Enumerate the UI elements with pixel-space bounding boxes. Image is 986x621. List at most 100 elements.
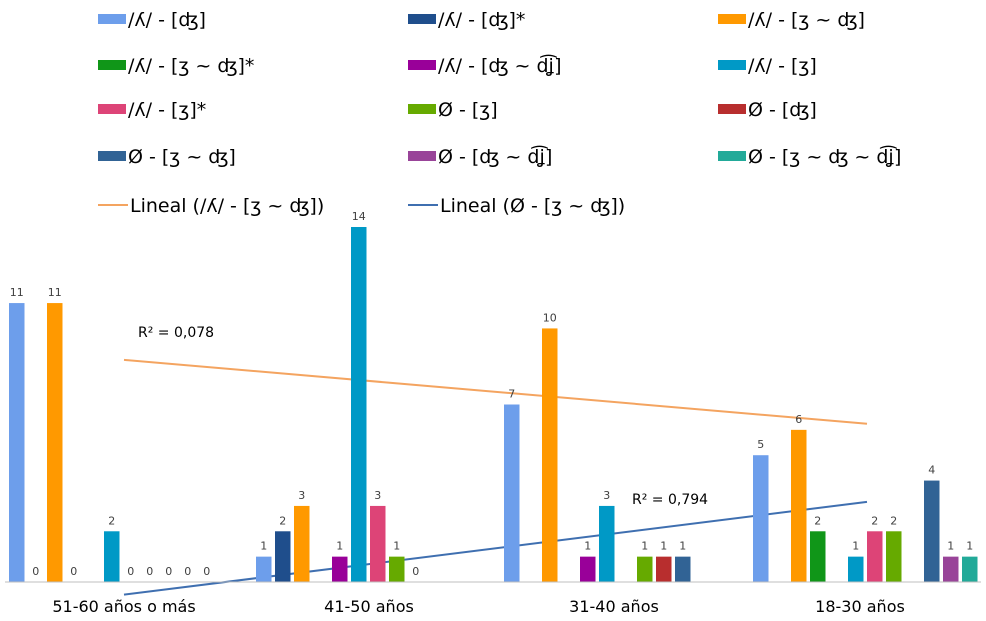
bar-value-label: 7 xyxy=(508,388,515,401)
legend-swatch xyxy=(408,104,436,114)
bar-value-label: 3 xyxy=(374,489,381,502)
bar xyxy=(867,531,883,582)
legend-item: /ʎ/ - [ʤ]* xyxy=(408,9,525,31)
bar xyxy=(924,480,940,582)
legend-swatch xyxy=(98,104,126,114)
bar xyxy=(943,556,959,582)
bar xyxy=(962,556,978,582)
bar-value-label: 1 xyxy=(947,540,954,553)
bar-value-label: 0 xyxy=(165,565,172,578)
legend-swatch xyxy=(408,151,436,161)
bar xyxy=(370,505,386,582)
bar-value-label: 5 xyxy=(757,438,764,451)
legend-label: Ø - [ʤ] xyxy=(748,99,817,121)
bar-value-label: 10 xyxy=(543,311,557,324)
legend-swatch xyxy=(98,151,126,161)
bar-value-label: 2 xyxy=(890,514,897,527)
legend-item: /ʎ/ - [ʤ ~ d͡ʝ] xyxy=(408,53,562,77)
legend-label: /ʎ/ - [ʒ]* xyxy=(128,99,206,121)
bar-value-label: 1 xyxy=(679,540,686,553)
legend-item: Lineal (/ʎ/ - [ʒ ~ ʤ]) xyxy=(98,195,324,217)
legend-item: /ʎ/ - [ʒ ~ ʤ] xyxy=(718,9,865,31)
bar xyxy=(599,505,615,582)
bar-value-label: 0 xyxy=(203,565,210,578)
category-label: 51-60 años o más xyxy=(52,597,195,616)
bar xyxy=(256,556,272,582)
bar xyxy=(504,404,520,582)
legend-label: /ʎ/ - [ʤ ~ d͡ʝ] xyxy=(438,53,562,77)
bar xyxy=(332,556,348,582)
trendlines xyxy=(123,358,868,596)
legend-label: /ʎ/ - [ʒ ~ ʤ] xyxy=(748,9,865,31)
legend-swatch xyxy=(718,14,746,24)
bar xyxy=(542,328,558,582)
legend-item: Ø - [ʤ] xyxy=(718,99,817,121)
bar-value-label: 6 xyxy=(795,413,802,426)
legend-item: /ʎ/ - [ʒ ~ ʤ]* xyxy=(98,55,254,77)
bar-value-label: 1 xyxy=(336,540,343,553)
legend-label: Ø - [ʒ] xyxy=(438,99,498,121)
legend-item: /ʎ/ - [ʒ]* xyxy=(98,99,206,121)
bar xyxy=(810,531,826,582)
legend-label: /ʎ/ - [ʒ ~ ʤ]* xyxy=(128,55,254,77)
legend-label: Lineal (Ø - [ʒ ~ ʤ]) xyxy=(440,195,625,217)
bar-value-label: 2 xyxy=(108,514,115,527)
bar-value-label: 3 xyxy=(603,489,610,502)
legend-label: Ø - [ʒ ~ ʤ ~ d͡ʝ] xyxy=(748,144,901,168)
bar xyxy=(47,303,63,582)
legend-item: Ø - [ʒ ~ ʤ] xyxy=(98,146,236,168)
bar-value-label: 14 xyxy=(352,210,366,223)
bar-value-label: 1 xyxy=(260,540,267,553)
bar-value-label: 1 xyxy=(393,540,400,553)
legend-label: Lineal (/ʎ/ - [ʒ ~ ʤ]) xyxy=(130,195,324,217)
bar xyxy=(886,531,902,582)
bar-value-label: 11 xyxy=(10,286,24,299)
legend-item: /ʎ/ - [ʤ] xyxy=(98,9,206,31)
bar-value-label: 1 xyxy=(852,540,859,553)
bar-value-label: 2 xyxy=(279,514,286,527)
bar xyxy=(791,429,807,582)
category-label: 31-40 años xyxy=(569,597,659,616)
bar xyxy=(580,556,596,582)
r2-labels: R² = 0,078 R² = 0,794 xyxy=(138,325,708,508)
bar xyxy=(104,531,120,582)
bar-value-label: 1 xyxy=(584,540,591,553)
bar-value-label: 0 xyxy=(412,565,419,578)
bar xyxy=(294,505,310,582)
legend-swatch xyxy=(718,104,746,114)
bar-value-label: 3 xyxy=(298,489,305,502)
legend-swatch xyxy=(718,60,746,70)
bar-value-label: 1 xyxy=(641,540,648,553)
legend-item: Ø - [ʒ ~ ʤ ~ d͡ʝ] xyxy=(718,144,901,168)
bar xyxy=(351,227,367,582)
bar-value-label: 0 xyxy=(32,565,39,578)
legend-item: Lineal (Ø - [ʒ ~ ʤ]) xyxy=(408,195,625,217)
legend-swatch xyxy=(98,14,126,24)
category-label: 18-30 años xyxy=(815,597,905,616)
bar-value-label: 11 xyxy=(48,286,62,299)
legend-label: Ø - [ʤ ~ d͡ʝ] xyxy=(438,144,552,168)
bar-value-label: 1 xyxy=(966,540,973,553)
legend-label: /ʎ/ - [ʒ] xyxy=(748,55,817,77)
legend-item: /ʎ/ - [ʒ] xyxy=(718,55,817,77)
bar-value-label: 4 xyxy=(928,464,935,477)
bar-value-label: 2 xyxy=(871,514,878,527)
trendline xyxy=(123,500,868,596)
legend-label: /ʎ/ - [ʤ]* xyxy=(438,9,525,31)
r2-label: R² = 0,794 xyxy=(632,492,708,508)
bar xyxy=(9,303,25,582)
legend-item: Ø - [ʒ] xyxy=(408,99,498,121)
category-labels: 51-60 años o más 41-50 años 31-40 años 18-3… xyxy=(52,597,905,616)
trendline xyxy=(123,358,868,425)
bar xyxy=(275,531,291,582)
bar-value-label: 0 xyxy=(127,565,134,578)
bar-value-label: 0 xyxy=(184,565,191,578)
legend-swatch xyxy=(408,14,436,24)
bar-value-label: 1 xyxy=(660,540,667,553)
legend-swatch xyxy=(718,151,746,161)
bar-value-label: 0 xyxy=(70,565,77,578)
bar xyxy=(637,556,653,582)
r2-label: R² = 0,078 xyxy=(138,325,214,341)
bar xyxy=(389,556,405,582)
